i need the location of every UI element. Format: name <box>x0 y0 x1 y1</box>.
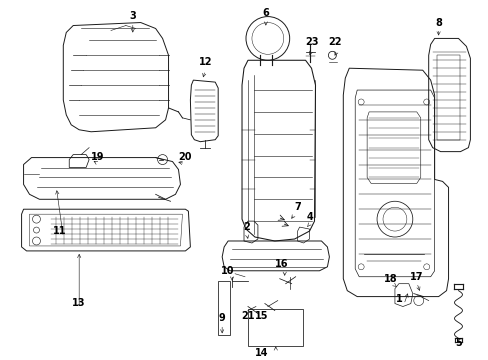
Text: 11: 11 <box>52 226 66 236</box>
Text: 23: 23 <box>304 37 318 48</box>
Text: 22: 22 <box>328 37 342 48</box>
Text: 21: 21 <box>241 311 254 321</box>
Text: 17: 17 <box>409 272 423 282</box>
Text: 3: 3 <box>129 10 136 21</box>
Text: 20: 20 <box>178 152 192 162</box>
Text: 1: 1 <box>395 293 402 303</box>
Text: 9: 9 <box>218 314 225 323</box>
Text: 15: 15 <box>255 311 268 321</box>
Text: 13: 13 <box>72 298 86 307</box>
Text: 7: 7 <box>294 202 301 212</box>
Text: 19: 19 <box>91 152 104 162</box>
Text: 18: 18 <box>384 274 397 284</box>
Text: 12: 12 <box>198 57 212 67</box>
Text: 8: 8 <box>434 18 441 27</box>
Text: 4: 4 <box>305 212 312 222</box>
Text: 5: 5 <box>454 338 461 348</box>
Text: 10: 10 <box>221 266 234 276</box>
Text: 16: 16 <box>274 259 288 269</box>
Text: 6: 6 <box>262 8 269 18</box>
Text: 14: 14 <box>255 348 268 358</box>
Text: 2: 2 <box>243 222 250 232</box>
